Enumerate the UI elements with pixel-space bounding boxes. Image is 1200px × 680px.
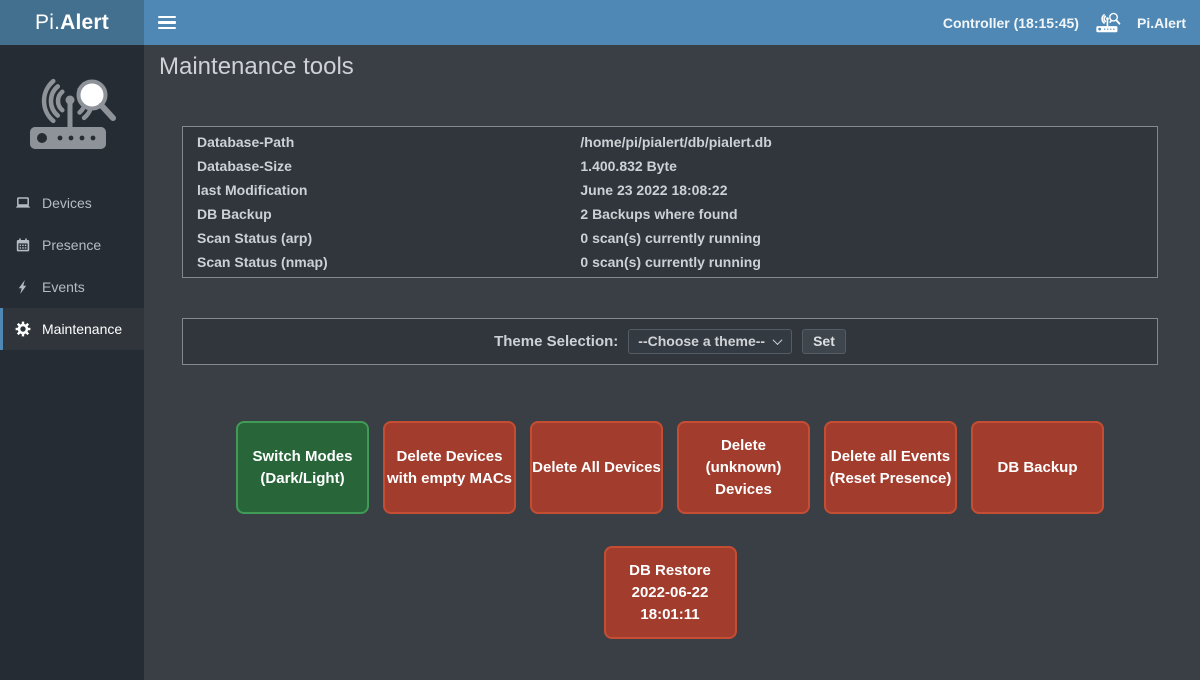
hamburger-menu-icon[interactable] [158, 13, 176, 33]
sidebar-item-label: Maintenance [42, 321, 123, 337]
pialert-logo [0, 45, 144, 182]
restore-row: DB Restore 2022-06-22 18:01:11 [182, 546, 1158, 639]
navbar: Controller (18:15:45) Pi [144, 0, 1200, 45]
brand-logo[interactable]: Pi. Alert [0, 0, 144, 45]
row-value: June 23 2022 18:08:22 [580, 182, 728, 198]
table-row: DB Backup 2 Backups where found [183, 202, 1157, 226]
row-label: Database-Path [197, 134, 295, 150]
row-label: DB Backup [197, 206, 272, 222]
theme-select-value: --Choose a theme-- [638, 333, 766, 349]
table-row: Database-Size 1.400.832 Byte [183, 154, 1157, 178]
row-label: Scan Status (nmap) [197, 254, 328, 270]
db-restore-button[interactable]: DB Restore 2022-06-22 18:01:11 [603, 546, 737, 639]
delete-empty-macs-button[interactable]: Delete Devices with empty MACs [383, 421, 516, 514]
sidebar: Devices Presence [0, 45, 144, 680]
delete-all-events-button[interactable]: Delete all Events (Reset Presence) [824, 421, 957, 514]
row-value: 2 Backups where found [580, 206, 738, 222]
row-value: 0 scan(s) currently running [580, 230, 761, 246]
top-header: Pi. Alert Controller (18:15:45) [0, 0, 1200, 45]
calendar-icon [16, 238, 30, 252]
table-row: Scan Status (nmap) 0 scan(s) currently r… [183, 250, 1157, 277]
user-account-label[interactable]: Pi.Alert [1136, 14, 1186, 31]
gear-icon [15, 321, 31, 337]
theme-set-button[interactable]: Set [802, 329, 846, 354]
theme-selection-label: Theme Selection: [494, 333, 619, 350]
main-content: Maintenance tools Database-Path /home/pi… [144, 45, 1200, 680]
row-value: 1.400.832 Byte [580, 158, 677, 174]
row-label: Database-Size [197, 158, 292, 174]
sidebar-item-maintenance[interactable]: Maintenance [0, 308, 144, 350]
database-info-panel: Database-Path /home/pi/pialert/db/pialer… [182, 126, 1158, 278]
delete-unknown-devices-button[interactable]: Delete (unknown) Devices [677, 421, 810, 514]
sidebar-item-label: Devices [42, 195, 92, 211]
bolt-icon [18, 280, 27, 294]
delete-all-devices-button[interactable]: Delete All Devices [530, 421, 663, 514]
brand-bold: Alert [60, 10, 109, 34]
table-row: Scan Status (arp) 0 scan(s) currently ru… [183, 226, 1157, 250]
table-row: last Modification June 23 2022 18:08:22 [183, 178, 1157, 202]
pialert-router-icon[interactable] [1093, 10, 1123, 35]
sidebar-item-presence[interactable]: Presence [0, 224, 144, 266]
brand-prefix: Pi. [35, 10, 61, 34]
page-title: Maintenance tools [159, 53, 354, 80]
sidebar-item-label: Presence [42, 237, 102, 253]
switch-modes-button[interactable]: Switch Modes (Dark/Light) [236, 421, 369, 514]
sidebar-item-label: Events [42, 279, 85, 295]
db-backup-button[interactable]: DB Backup [971, 421, 1104, 514]
laptop-icon [15, 197, 31, 208]
maintenance-actions-row: Switch Modes (Dark/Light) Delete Devices… [182, 421, 1158, 514]
table-row: Database-Path /home/pi/pialert/db/pialer… [183, 127, 1157, 154]
chevron-down-icon [772, 334, 783, 345]
sidebar-menu: Devices Presence [0, 182, 144, 350]
theme-selection-panel: Theme Selection: --Choose a theme-- Set [182, 318, 1158, 365]
row-label: last Modification [197, 182, 308, 198]
router-magnifier-icon [30, 78, 116, 149]
row-value: 0 scan(s) currently running [580, 254, 761, 270]
sidebar-item-events[interactable]: Events [0, 266, 144, 308]
row-value: /home/pi/pialert/db/pialert.db [580, 134, 772, 150]
controller-status[interactable]: Controller (18:15:45) [942, 14, 1079, 31]
theme-select-dropdown[interactable]: --Choose a theme-- [628, 329, 793, 354]
database-info-table: Database-Path /home/pi/pialert/db/pialer… [183, 127, 1157, 277]
sidebar-item-devices[interactable]: Devices [0, 182, 144, 224]
row-label: Scan Status (arp) [197, 230, 313, 246]
